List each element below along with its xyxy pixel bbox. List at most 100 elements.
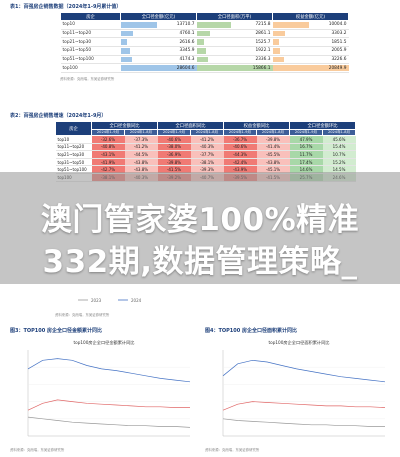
data-bar	[196, 48, 206, 54]
series-line	[222, 359, 386, 383]
cell-value: -43.1%	[91, 150, 125, 159]
cell-value: 11.7%	[289, 150, 323, 159]
table-row: top21~top30 -43.1% -44.5% -36.9% -37.7% -44.3…	[55, 150, 356, 159]
table2-caption: 表2：百强房企销售增速（2024年1-9月）	[10, 113, 107, 119]
row-label: top31~top50	[55, 158, 92, 167]
data-bar	[272, 56, 284, 63]
cell-value: -38.1%	[190, 158, 224, 167]
series-line	[27, 416, 191, 428]
cell-value: -45.5%	[256, 150, 290, 159]
fig4-chart: top100房企全口径面积累计同比	[205, 336, 393, 444]
legend: 2023 2024	[78, 296, 198, 304]
cell-value: 1922.1	[255, 48, 271, 54]
fig3-inner-title: top100房企全口径金额累计同比	[74, 339, 135, 346]
cell-value: 10004.0	[328, 22, 347, 28]
cell-area: 2861.1	[196, 29, 273, 39]
table-row: top11~top20 -40.8% -41.2% -38.0% -40.3% -40.6…	[55, 143, 356, 152]
data-bar	[272, 30, 285, 37]
cell-value: 15866.1	[252, 65, 271, 71]
cell-value: 2336.3	[255, 57, 271, 63]
data-bar	[196, 65, 273, 72]
cell-value: -32.6%	[91, 135, 125, 144]
fig4-caption: 图4：TOP100 房企全口径面积累计同比	[205, 328, 297, 334]
table-row: top51~top100 4174.3 2336.3 3226.6	[60, 55, 349, 65]
series-line	[222, 418, 385, 427]
cell-amount: 4174.3	[120, 55, 197, 65]
cell-value: -41.9%	[91, 158, 125, 167]
data-bar	[196, 22, 231, 28]
cell-amount: 3345.9	[120, 46, 197, 56]
cell-equity: 1851.5	[272, 37, 349, 48]
cell-value: -41.2%	[124, 143, 158, 152]
cell-value: -40.6%	[157, 135, 191, 144]
table-row: top10 -32.6% -37.3% -40.6% -41.2% -36.7% -39.8…	[55, 135, 356, 144]
row-label: top11~top20	[60, 29, 121, 39]
row-label: top100	[60, 63, 121, 74]
cell-value: 3345.9	[179, 48, 195, 54]
cell-value: -38.0%	[157, 143, 191, 152]
cell-value: -43.8%	[256, 158, 290, 167]
data-bar	[196, 30, 211, 37]
data-bar	[120, 48, 130, 54]
cell-value: 16.7%	[289, 143, 323, 152]
col-header: 全口径金额(亿元)	[120, 12, 197, 21]
cell-value: 7215.8	[255, 22, 271, 28]
fig4-inner-title: top100房企全口径面积累计同比	[269, 339, 330, 346]
cell-value: 47.9%	[289, 135, 323, 144]
series-line	[27, 358, 191, 383]
cell-value: 3226.6	[331, 57, 347, 63]
cell-value: -41.2%	[190, 135, 224, 144]
table-row: top31~top50 3345.9 1922.1 2005.9	[60, 46, 349, 56]
series-line	[222, 401, 386, 411]
cell-value: 2005.9	[331, 48, 347, 54]
data-bar	[272, 39, 280, 46]
cell-value: -36.9%	[157, 150, 191, 159]
group-header: 全口径面积同比	[157, 121, 225, 130]
cell-value: 4760.1	[179, 31, 195, 37]
cell-value: 3303.2	[331, 31, 347, 37]
cell-value: 13710.7	[176, 22, 195, 28]
cell-area: 1525.7	[196, 37, 273, 48]
cell-value: 15.4%	[322, 143, 356, 152]
legend-label-2023: 2023	[91, 298, 102, 303]
sales-table: 房企 全口径金额(亿元) 全口径面积(万平) 权益金额(亿元) top10 137…	[60, 12, 349, 74]
data-bar	[120, 65, 197, 72]
table1-source: 资料来源：克而瑞，东吴证券研究所	[60, 77, 115, 81]
cell-value: 17.4%	[289, 158, 323, 167]
data-bar	[120, 39, 128, 46]
table1-caption: 表1：百强房企销售数据（2024年1-9月累计值）	[10, 4, 122, 10]
col-header: 权益金额(亿元)	[272, 12, 349, 21]
data-bar	[196, 56, 208, 63]
fig3-chart: top100房企全口径金额累计同比	[10, 336, 198, 444]
cell-value: -36.7%	[223, 135, 257, 144]
cell-equity: 10004.0	[272, 20, 349, 30]
cell-equity: 20849.9	[272, 63, 349, 74]
data-bar	[272, 48, 281, 54]
col-header: 全口径面积(万平)	[196, 12, 273, 21]
sub-header: 2024年1-8月	[322, 129, 357, 136]
cell-area: 15866.1	[196, 63, 273, 74]
cell-equity: 2005.9	[272, 46, 349, 56]
data-bar	[120, 22, 157, 28]
cell-equity: 3303.2	[272, 29, 349, 39]
fig3-source: 资料来源：克而瑞，东吴证券研究所	[10, 448, 65, 452]
sub-header: 2024年1-8月	[190, 129, 225, 136]
cell-value: -41.4%	[256, 143, 290, 152]
table-row: top100 28604.6 15866.1 20849.9	[60, 63, 349, 74]
cell-value: 28604.6	[176, 65, 195, 71]
cell-value: 20849.9	[328, 65, 347, 71]
cell-value: 45.6%	[322, 135, 356, 144]
data-bar	[272, 65, 349, 72]
cell-value: -39.8%	[157, 158, 191, 167]
cell-value: -40.8%	[91, 143, 125, 152]
cell-value: -37.3%	[124, 135, 158, 144]
cell-area: 7215.8	[196, 20, 273, 30]
table-row: top11~top20 4760.1 2861.1 3303.2	[60, 29, 349, 39]
col-header: 房企	[60, 12, 121, 21]
cell-value: 1525.7	[255, 39, 271, 45]
row-label: top21~top30	[55, 150, 92, 159]
headline-line-1[interactable]: 澳门管家婆100%精准	[40, 202, 360, 238]
cell-value: -37.7%	[190, 150, 224, 159]
data-bar	[272, 22, 309, 28]
headline-line-2[interactable]: 332期,数据管理策略_	[42, 244, 358, 280]
